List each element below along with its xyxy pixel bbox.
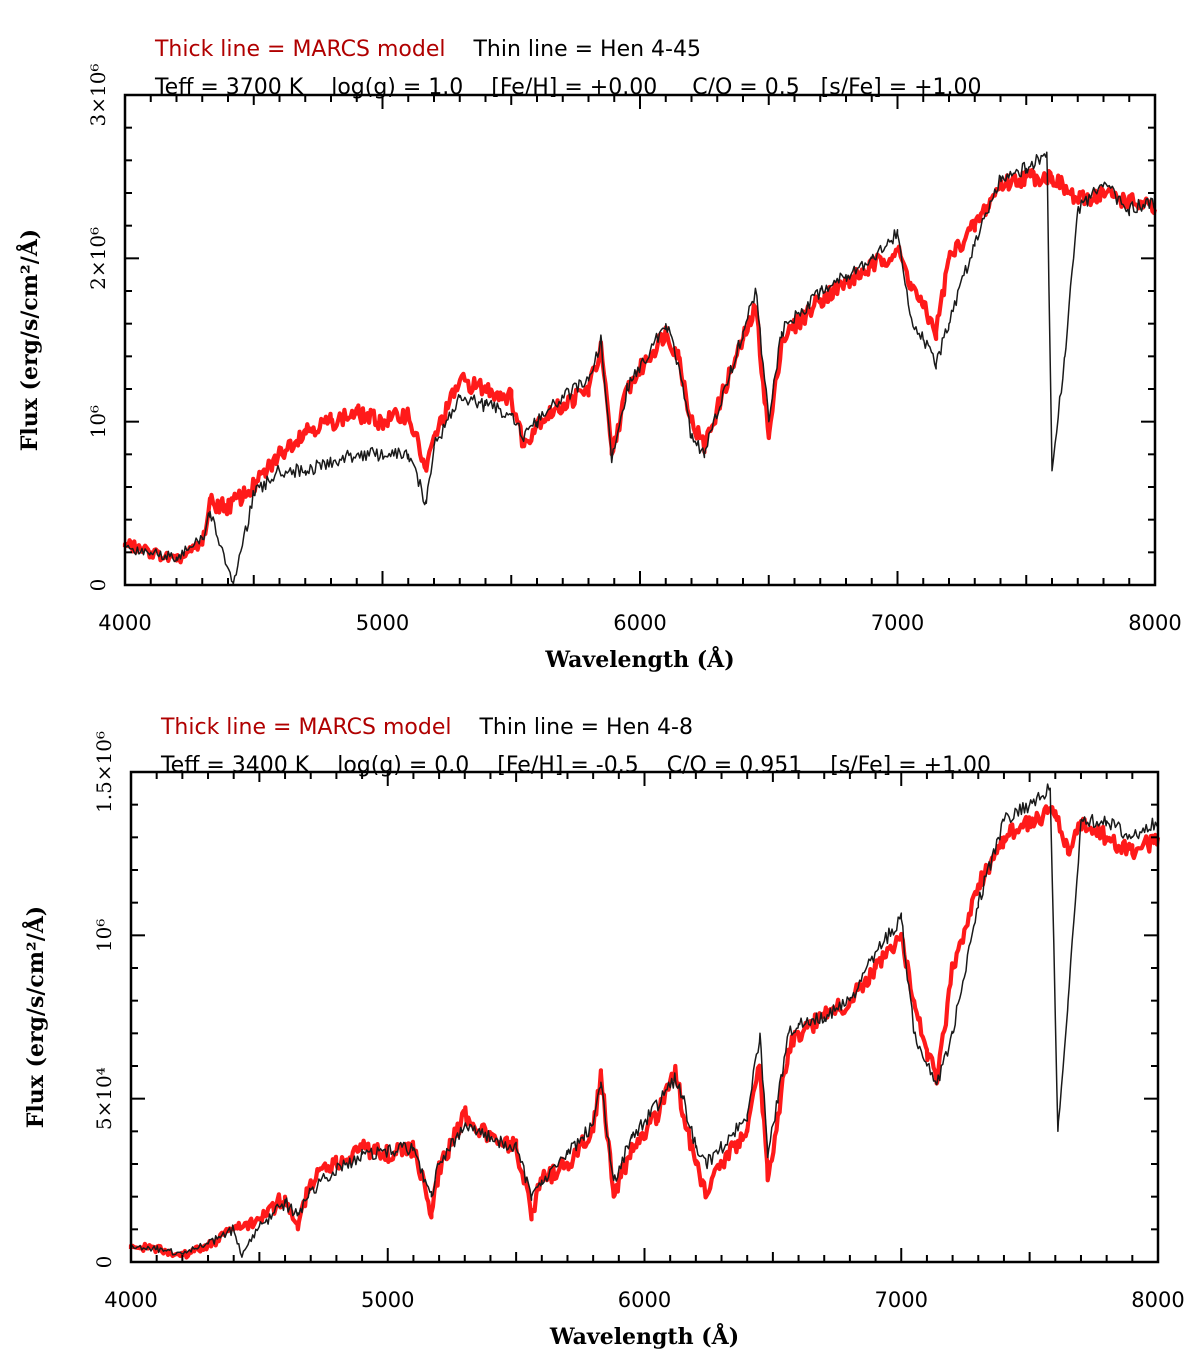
series-line-observed [130, 783, 1159, 1258]
plot-frame [123, 93, 1157, 587]
x-tick-label: 6000 [613, 611, 666, 635]
legend-thick-model: MARCS model [292, 37, 446, 62]
spectrum-chart-2: 4000 5000 6000 7000 8000 0 5×10⁴ 10⁶ 1.5×10⁶ Wave… [22, 731, 1185, 1350]
series-line-observed [124, 151, 1156, 586]
spectrum-chart-1: 4000 5000 6000 7000 8000 0 10⁶ 2×10⁶ 3×10⁶ Wavele… [16, 64, 1182, 673]
y-tick-label: 3×10⁶ [86, 64, 110, 127]
x-tick-label: 4000 [104, 1288, 157, 1312]
param-co: C/O = 0.951 [666, 753, 803, 778]
spectrum-panel-2: Thick line = MARCS model Thin line = Hen… [0, 680, 1200, 1359]
x-tick-label: 7000 [875, 1288, 928, 1312]
y-tick-label: 5×10⁴ [92, 1067, 116, 1130]
legend-thin-line: Thin line = Hen 4-8 [479, 715, 693, 740]
legend-thin-line: Thin line = Hen 4-45 [473, 37, 701, 62]
x-tick-label: 4000 [98, 611, 151, 635]
x-tick-label: 5000 [361, 1288, 414, 1312]
series-line-model [128, 804, 1161, 1260]
y-tick-label: 10⁶ [92, 919, 116, 952]
legend-thick-prefix: Thick line = [160, 715, 299, 740]
x-tick-label: 6000 [618, 1288, 671, 1312]
x-tick-label: 7000 [871, 611, 924, 635]
y-tick-label: 0 [86, 579, 110, 592]
x-axis-title: Wavelength (Å) [544, 646, 734, 673]
legend-line-1: Thick line = MARCS model Thin line = Hen… [133, 690, 693, 765]
spectrum-panel-1: Thick line = MARCS model Thin line = Hen… [16, 12, 1182, 673]
x-axis-title: Wavelength (Å) [549, 1323, 739, 1350]
x-tick-label: 8000 [1131, 1288, 1184, 1312]
y-tick-label: 2×10⁶ [86, 227, 110, 290]
y-axis-title: Flux (erg/s/cm²/Å) [22, 906, 49, 1128]
param-sfe: [s/Fe] = +1.00 [830, 753, 992, 778]
x-tick-label: 5000 [356, 611, 409, 635]
legend-thick-model: MARCS model [298, 715, 452, 740]
y-tick-label: 0 [92, 1256, 116, 1269]
y-axis-title: Flux (erg/s/cm²/Å) [16, 229, 43, 451]
legend-thick-prefix: Thick line = [154, 37, 293, 62]
series-line-model [122, 168, 1158, 565]
param-feh: [Fe/H] = -0.5 [497, 753, 639, 778]
y-tick-label: 10⁶ [86, 405, 110, 438]
model-params-line: Teff = 3400 K log(g) = 0.0 [Fe/H] = -0.5… [133, 728, 991, 803]
x-tick-label: 8000 [1128, 611, 1181, 635]
legend-line-1: Thick line = MARCS model Thin line = Hen… [127, 12, 701, 87]
y-tick-label: 1.5×10⁶ [92, 731, 116, 813]
